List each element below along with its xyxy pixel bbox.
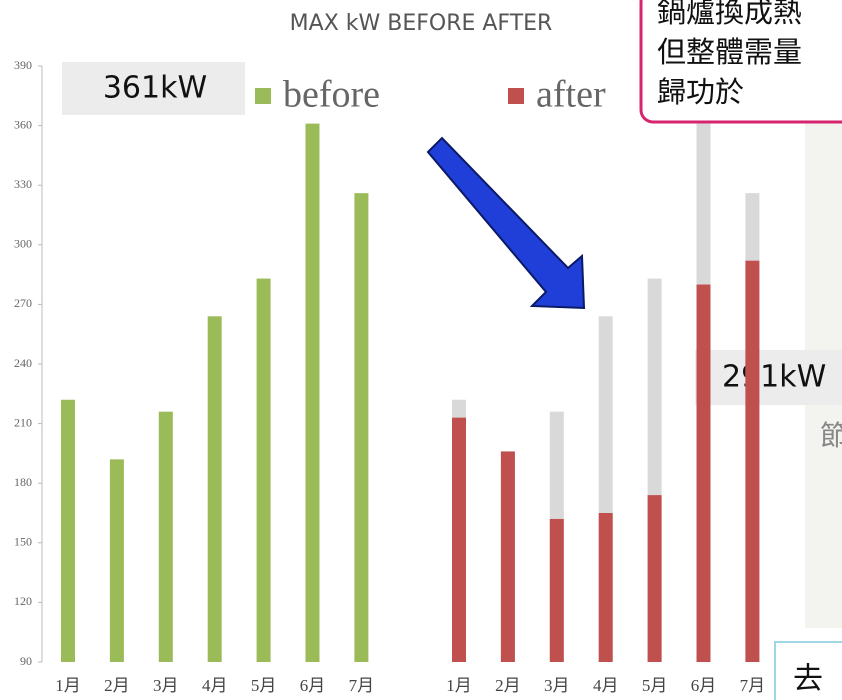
x-tick-label: 5月 (251, 676, 277, 695)
legend-label: after (536, 74, 606, 116)
x-tick-label: 2月 (495, 676, 521, 695)
x-tick-label: 7月 (349, 676, 375, 695)
x-tick-label: 4月 (202, 676, 228, 695)
callout-text: 但整體需量 (657, 35, 802, 69)
bar (452, 417, 466, 662)
y-tick-label: 120 (14, 594, 32, 608)
bar (109, 459, 124, 662)
annotation-box (695, 350, 842, 405)
bar (256, 278, 271, 662)
side-box (774, 641, 842, 700)
y-tick-label: 150 (14, 535, 32, 549)
x-tick-label: 5月 (642, 676, 668, 695)
bar (598, 513, 613, 662)
bar (158, 411, 173, 662)
y-tick-label: 390 (14, 58, 32, 72)
y-tick-label: 330 (14, 177, 32, 191)
legend-swatch (508, 88, 524, 104)
bar (549, 518, 564, 662)
bar (647, 495, 662, 662)
y-tick-label: 360 (14, 117, 32, 131)
bar (500, 451, 515, 662)
x-tick-label: 6月 (300, 676, 326, 695)
x-tick-label: 7月 (740, 676, 766, 695)
y-tick-label: 240 (14, 356, 32, 370)
callout-text: 歸功於 (657, 75, 744, 109)
side-text: 節 (820, 419, 842, 452)
bar (305, 123, 320, 662)
annotation: 291kW (722, 360, 826, 395)
y-tick-label: 270 (14, 296, 32, 310)
callout-box (639, 0, 842, 124)
x-tick-label: 6月 (691, 676, 717, 695)
y-tick-label: 90 (20, 654, 32, 668)
x-tick-label: 4月 (593, 676, 619, 695)
bar (61, 399, 75, 662)
bar (745, 260, 760, 662)
legend-swatch (255, 88, 271, 104)
arrow (426, 136, 586, 310)
annotation-box (62, 62, 245, 115)
x-tick-label: 3月 (153, 676, 179, 695)
x-tick-label: 2月 (104, 676, 130, 695)
side-text: 去 (793, 662, 823, 697)
callout-text: 鍋爐換成熱 (657, 0, 802, 29)
x-tick-label: 1月 (446, 676, 472, 695)
bar (207, 316, 222, 662)
y-tick-label: 210 (14, 415, 32, 429)
legend-label: before (283, 74, 380, 116)
x-tick-label: 3月 (544, 676, 570, 695)
bar (696, 284, 711, 662)
x-tick-label: 1月 (55, 676, 81, 695)
bar (354, 193, 369, 662)
chart-title: MAX kW BEFORE AFTER (290, 11, 553, 36)
annotation: 361kW (103, 71, 207, 106)
y-tick-label: 180 (14, 475, 32, 489)
y-tick-label: 300 (14, 237, 32, 251)
